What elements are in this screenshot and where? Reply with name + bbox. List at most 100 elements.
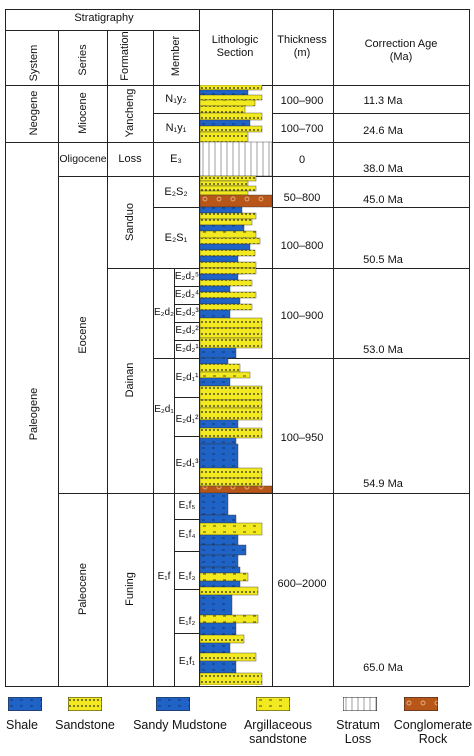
formation-sanduo: Sanduo <box>124 203 136 241</box>
legend-label-shale: Shale <box>6 718 38 732</box>
litho-layer <box>200 427 263 439</box>
litho-layer <box>200 419 239 429</box>
litho-layer <box>200 249 256 257</box>
litho-layer <box>200 285 231 293</box>
member-e2d2-3: E₂d₂³ <box>175 307 199 318</box>
litho-layer <box>200 317 263 329</box>
legend-label-sandstone: Sandstone <box>55 718 115 732</box>
member-e2d2-5: E₂d₂⁵ <box>174 271 200 282</box>
litho-layer <box>200 363 241 373</box>
lithologic-header-line2: Section <box>216 47 254 59</box>
system-header: System <box>28 44 40 82</box>
member-n1y2: N₁y₂ <box>165 93 187 105</box>
legend-swatch-sandstone <box>68 697 102 711</box>
litho-layer <box>200 544 247 556</box>
member-e1f4: E₁f₄ <box>178 529 196 540</box>
member-e2d2: E₂d₂ <box>154 307 174 318</box>
litho-layer <box>200 492 229 516</box>
age-11-3: 11.3 Ma <box>363 95 403 107</box>
member-e2d1-3: E₂d₁³ <box>175 458 199 469</box>
litho-layer <box>200 105 246 114</box>
litho-layer <box>200 580 241 588</box>
litho-layer <box>200 194 272 208</box>
member-e1f5: E₁f₅ <box>178 500 196 511</box>
litho-layer <box>200 554 239 568</box>
litho-layer <box>200 224 245 232</box>
series-paleocene: Paleocene <box>77 563 89 615</box>
formation-yancheng: Yancheng <box>124 88 136 138</box>
litho-layer <box>200 443 239 469</box>
thickness-n1y1: 100–700 <box>280 123 324 135</box>
litho-layer <box>200 291 257 299</box>
litho-layer <box>200 309 231 319</box>
legend-label-argillaceous-sandstone: Argillaceous sandstone <box>243 718 313 746</box>
age-54-9: 54.9 Ma <box>363 478 403 490</box>
litho-layer <box>200 185 257 192</box>
lithologic-header-line1: Lithologic <box>211 34 259 46</box>
legend-label-sandy-mudstone: Sandy Mudstone <box>133 718 227 732</box>
litho-layer <box>200 437 237 445</box>
thickness-header-line1: Thickness <box>277 34 327 46</box>
member-e3: E₃ <box>170 153 182 165</box>
litho-layer <box>200 180 249 187</box>
thickness-e3: 0 <box>298 154 306 166</box>
litho-layer <box>200 614 259 624</box>
litho-layer <box>200 660 237 674</box>
member-e2d2-4: E₂d₂⁴ <box>174 289 200 300</box>
litho-layer <box>200 399 263 409</box>
thickness-e2s1: 100–800 <box>280 240 324 252</box>
litho-layer <box>200 594 233 616</box>
litho-layer <box>200 279 253 287</box>
litho-layer <box>200 141 272 177</box>
litho-layer <box>200 230 257 239</box>
age-45-0: 45.0 Ma <box>363 194 403 206</box>
system-neogene: Neogene <box>28 90 40 136</box>
legend-swatch-shale <box>8 697 42 711</box>
litho-layer <box>200 566 241 574</box>
litho-layer <box>200 485 272 494</box>
thickness-n1y2: 100–900 <box>280 95 324 107</box>
litho-layer <box>200 586 259 596</box>
litho-layer <box>200 112 263 121</box>
series-miocene: Miocene <box>77 92 89 134</box>
system-paleogene: Paleogene <box>28 387 40 441</box>
member-e1f: E₁f <box>157 571 171 582</box>
member-e2s1: E₂S₁ <box>164 232 188 244</box>
litho-layer <box>200 99 256 107</box>
member-e2s2: E₂S₂ <box>164 186 188 198</box>
litho-layer <box>200 94 263 101</box>
litho-layer <box>200 634 245 644</box>
age-65-0: 65.0 Ma <box>363 662 403 674</box>
litho-layer <box>200 467 263 479</box>
series-eocene: Eocene <box>77 316 89 354</box>
litho-layer <box>200 514 237 524</box>
litho-layer <box>200 522 263 536</box>
formation-header: Formation <box>119 31 131 81</box>
legend-swatch-argillaceous-sandstone <box>256 697 290 711</box>
age-53-0: 53.0 Ma <box>363 344 403 356</box>
litho-layer <box>200 672 263 685</box>
litho-layer <box>200 347 237 359</box>
litho-layer <box>200 371 251 379</box>
series-oligocene: Oligocene <box>59 153 107 165</box>
litho-layer <box>200 206 243 214</box>
litho-layer <box>200 218 253 226</box>
litho-layer <box>200 190 249 196</box>
age-header-line2: (Ma) <box>389 51 413 63</box>
age-38-0: 38.0 Ma <box>363 163 403 175</box>
litho-layer <box>200 642 231 654</box>
lithologic-section-column <box>200 85 272 685</box>
litho-layer <box>200 303 253 311</box>
thickness-e2s2: 50–800 <box>283 192 321 204</box>
formation-loss: Loss <box>118 153 142 165</box>
legend-swatch-stratum-loss <box>343 697 377 711</box>
member-e1f3: E₁f₃ <box>178 571 196 582</box>
litho-layer <box>200 327 263 339</box>
litho-layer <box>200 357 229 365</box>
member-header: Member <box>170 35 182 77</box>
member-e2d2-2: E₂d₂² <box>175 325 199 336</box>
litho-layer <box>200 237 261 245</box>
member-e2d1-1: E₂d₁¹ <box>175 372 199 383</box>
member-e1f1: E₁f₁ <box>178 656 196 667</box>
litho-layer <box>200 125 263 133</box>
